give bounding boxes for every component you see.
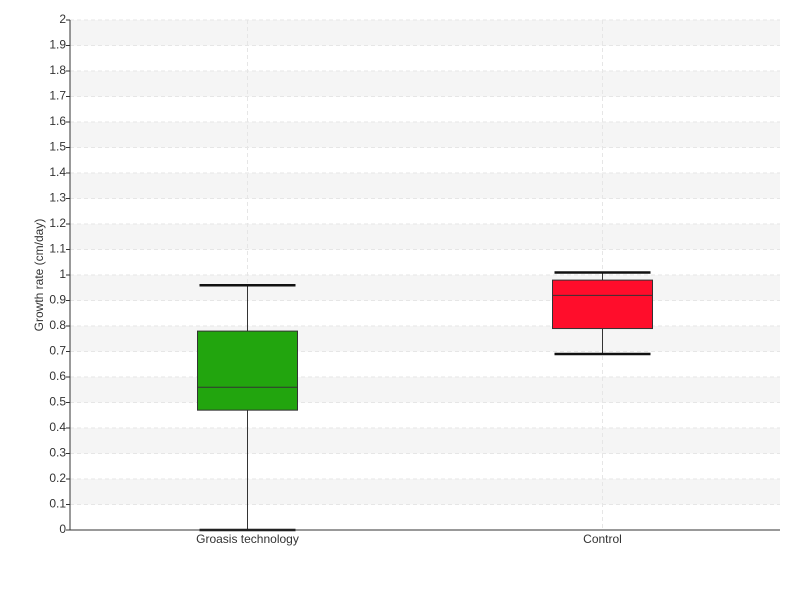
y-tick-label: 1.1 [49, 242, 66, 256]
y-tick-label: 0.7 [49, 344, 66, 358]
grid-band [70, 173, 780, 199]
y-tick-label: 0.3 [49, 446, 66, 460]
y-tick-label: 1.7 [49, 89, 66, 103]
y-tick-label: 0 [59, 522, 66, 536]
grid-band [70, 377, 780, 403]
grid-band [70, 428, 780, 454]
y-tick-label: 0.6 [49, 369, 66, 383]
grid-band [70, 275, 780, 301]
x-tick-label: Control [583, 532, 622, 546]
grid-band [70, 20, 780, 46]
box [197, 330, 298, 411]
y-tick-label: 1.6 [49, 114, 66, 128]
y-tick-label: 0.8 [49, 318, 66, 332]
y-tick-label: 0.4 [49, 420, 66, 434]
y-tick-label: 0.1 [49, 497, 66, 511]
grid-band [70, 71, 780, 97]
y-tick-label: 1.2 [49, 216, 66, 230]
grid-band [70, 224, 780, 250]
y-tick-label: 1.8 [49, 63, 66, 77]
y-tick-label: 1.9 [49, 38, 66, 52]
grid-band [70, 326, 780, 352]
y-tick-label: 1.4 [49, 165, 66, 179]
y-tick-label: 1.5 [49, 140, 66, 154]
x-tick-label: Groasis technology [196, 532, 299, 546]
y-tick-label: 0.5 [49, 395, 66, 409]
y-tick-label: 2 [59, 12, 66, 26]
box [552, 279, 653, 330]
grid-band [70, 479, 780, 505]
y-axis-label: Growth rate (cm/day) [32, 219, 46, 332]
y-tick-label: 0.9 [49, 293, 66, 307]
y-tick-label: 1 [59, 267, 66, 281]
grid-band [70, 122, 780, 148]
y-tick-label: 0.2 [49, 471, 66, 485]
y-tick-label: 1.3 [49, 191, 66, 205]
